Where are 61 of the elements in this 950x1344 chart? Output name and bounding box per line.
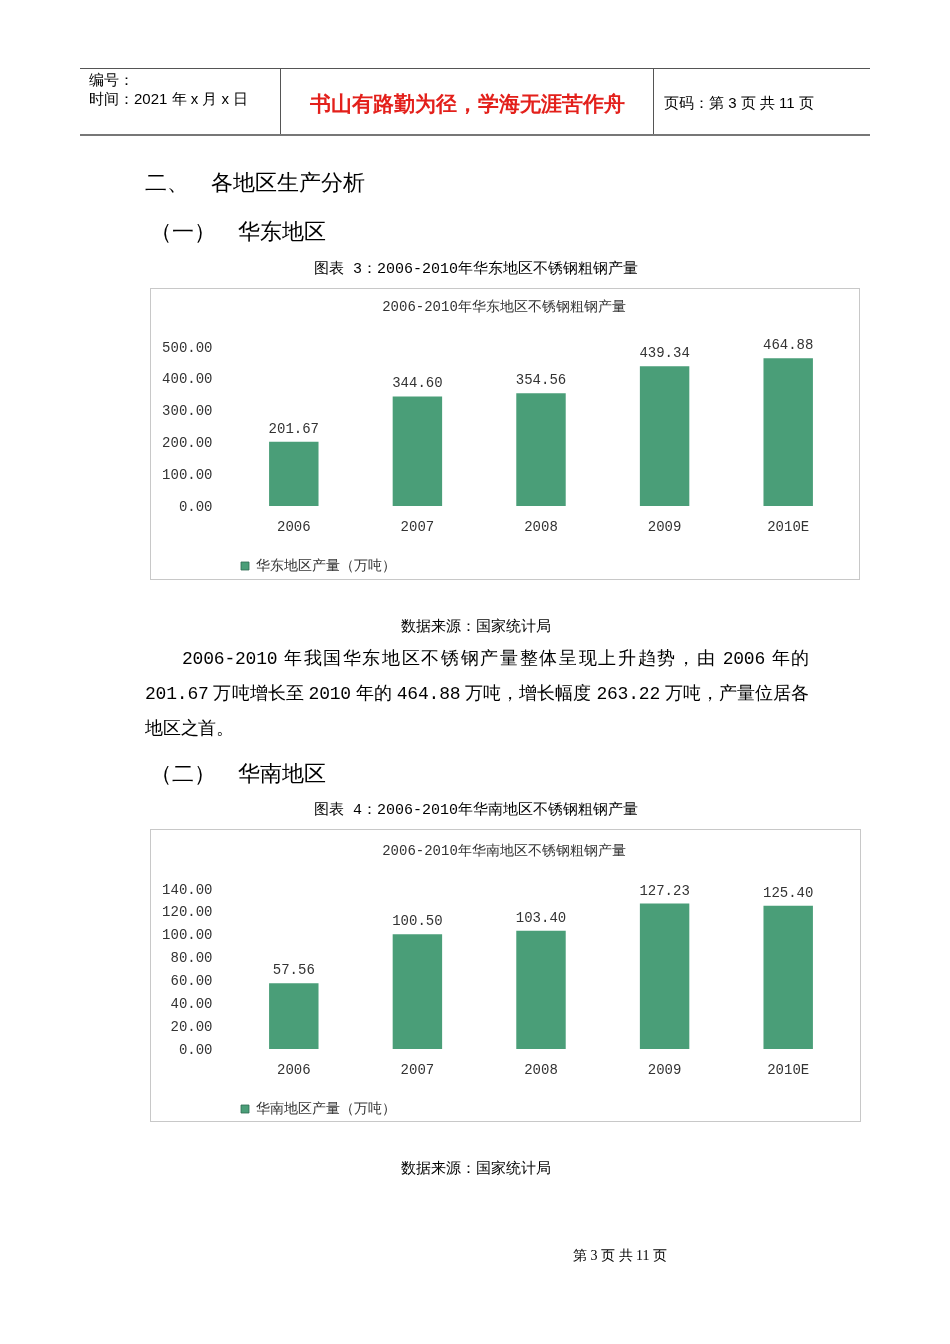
x-tick-label: 2009 [647, 1061, 682, 1078]
chart-title: 图表 4：2006-2010年华南地区不锈钢粗钢产量 [313, 802, 639, 820]
text: 时间：2021 年 x 月 x 日 [89, 90, 249, 108]
bar [763, 905, 813, 1049]
x-tick-label: 2007 [400, 1061, 435, 1078]
y-tick-label: 140.00 [162, 881, 213, 898]
legend-label: 华南地区产量（万吨） [256, 1101, 396, 1117]
legend-label: 华东地区产量（万吨） [256, 558, 396, 574]
data-label: 103.40 [515, 909, 567, 926]
data-label: 57.56 [272, 962, 315, 979]
x-tick-label: 2006 [277, 518, 311, 535]
bar [392, 396, 443, 506]
bar [516, 393, 566, 506]
chart-title: 图表 3：2006-2010年华东地区不锈钢粗钢产量 [313, 261, 639, 279]
text: 编号： [89, 71, 134, 89]
x-tick-label: 2009 [647, 518, 682, 535]
bar [269, 983, 319, 1049]
x-tick-label: 2008 [524, 1061, 558, 1078]
bar [269, 441, 319, 506]
y-tick-label: 60.00 [170, 972, 213, 989]
data-label: 100.50 [392, 913, 443, 930]
x-tick-label: 2008 [524, 518, 558, 535]
data-label: 354.56 [515, 372, 567, 389]
data-label: 125.40 [762, 884, 814, 901]
data-label: 127.23 [639, 882, 690, 899]
y-tick-label: 100.00 [162, 466, 213, 483]
text: （二） 华南地区 [150, 761, 326, 787]
x-tick-label: 2010E [767, 1061, 810, 1078]
y-tick-label: 20.00 [170, 1018, 213, 1035]
text: 书山有路勤为径，学海无涯苦作舟 [309, 92, 626, 116]
y-tick-label: 200.00 [162, 434, 213, 451]
y-tick-label: 0.00 [178, 1041, 213, 1058]
text: 二、 各地区生产分析 [145, 170, 365, 196]
chart-subtitle: 2006-2010年华东地区不锈钢粗钢产量 [382, 299, 626, 316]
chart-subtitle: 2006-2010年华南地区不锈钢粗钢产量 [382, 843, 626, 859]
text: 页码：第 3 页 共 11 页 [664, 94, 814, 112]
bar [392, 934, 443, 1049]
y-tick-label: 40.00 [170, 995, 213, 1012]
x-tick-label: 2007 [400, 518, 435, 535]
source-note: 数据来源：国家统计局 [400, 1160, 552, 1177]
bar [516, 930, 566, 1049]
y-tick-label: 400.00 [162, 371, 213, 388]
bar [639, 366, 690, 506]
y-tick-label: 300.00 [162, 403, 213, 420]
y-tick-label: 80.00 [170, 950, 213, 967]
x-tick-label: 2006 [277, 1061, 311, 1078]
data-label: 201.67 [268, 420, 320, 437]
bar [639, 903, 690, 1049]
data-label: 439.34 [639, 345, 690, 362]
x-tick-label: 2010E [767, 518, 810, 535]
text: 第 3 页 共 11 页 [572, 1248, 668, 1264]
bar [763, 358, 813, 506]
y-tick-label: 500.00 [162, 339, 213, 356]
text: 2006-2010 年我国华东地区不锈钢产量整体呈现上升趋势，由 2006 年的 201.67 万吨增长至 2010 年的 464.88 万吨，增长幅度 263.22 万吨，产量位居各地区之首。 [145, 648, 809, 741]
text: （一） 华东地区 [150, 219, 326, 245]
y-tick-label: 120.00 [162, 904, 213, 921]
source-note: 数据来源：国家统计局 [400, 618, 552, 635]
y-tick-label: 100.00 [162, 927, 213, 944]
y-tick-label: 0.00 [178, 498, 213, 515]
data-label: 464.88 [762, 337, 814, 354]
data-label: 344.60 [392, 375, 443, 392]
